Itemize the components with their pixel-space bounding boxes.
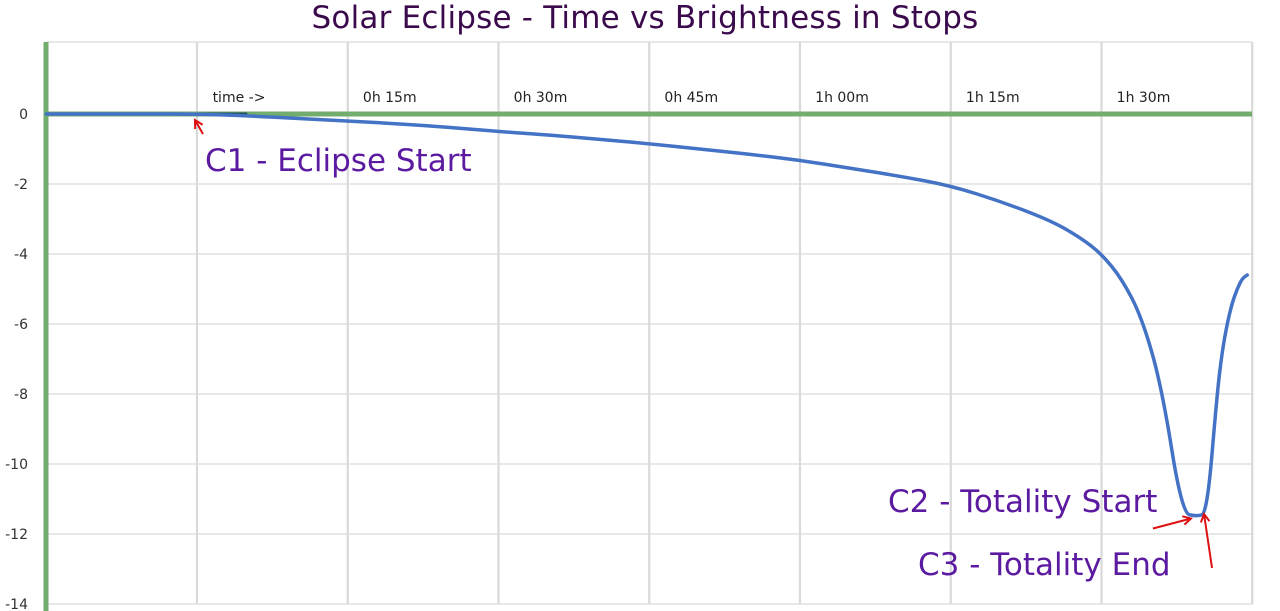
annotation-arrowhead [1181, 515, 1193, 526]
y-tick-label: -12 [5, 527, 28, 543]
x-tick-label: 0h 30m [514, 90, 568, 106]
annotation-arrow [194, 119, 204, 135]
annotation-arrow [1152, 517, 1192, 530]
x-tick-label: 1h 30m [1117, 90, 1171, 106]
annotation-c2: C2 - Totality Start [888, 484, 1157, 520]
annotation-arrowhead [1199, 511, 1211, 523]
grid-lines [46, 41, 1254, 605]
y-tick-label: 0 [19, 107, 28, 123]
x-tick-label: 0h 15m [363, 90, 417, 106]
annotations: C1 - Eclipse Start C2 - Totality Start C3 … [193, 118, 1214, 583]
x-tick-label: 1h 00m [815, 90, 869, 106]
y-tick-label: -8 [14, 387, 28, 403]
chart-title: Solar Eclipse - Time vs Brightness in St… [311, 0, 979, 36]
y-tick-label: -2 [14, 177, 28, 193]
y-tick-label: -10 [5, 457, 28, 473]
annotation-c3: C3 - Totality End [918, 547, 1171, 583]
x-tick-labels: time -> 0h 15m 0h 30m 0h 45m 1h 00m 1h 15m 1h … [213, 90, 1171, 106]
annotation-arrowhead [193, 118, 204, 130]
annotation-c1: C1 - Eclipse Start [205, 143, 472, 179]
brightness-series [44, 112, 1249, 518]
y-tick-label: -6 [14, 317, 28, 333]
y-tick-labels: 0 -2 -4 -6 -8 -10 -12 -14 [5, 107, 28, 611]
x-tick-label: 1h 15m [966, 90, 1020, 106]
y-tick-label: -14 [5, 597, 28, 611]
x-tick-label: time -> [213, 90, 266, 106]
y-tick-label: -4 [14, 247, 28, 263]
x-tick-label: 0h 45m [664, 90, 718, 106]
annotation-arrow [1203, 513, 1214, 569]
series-line [44, 112, 1249, 518]
